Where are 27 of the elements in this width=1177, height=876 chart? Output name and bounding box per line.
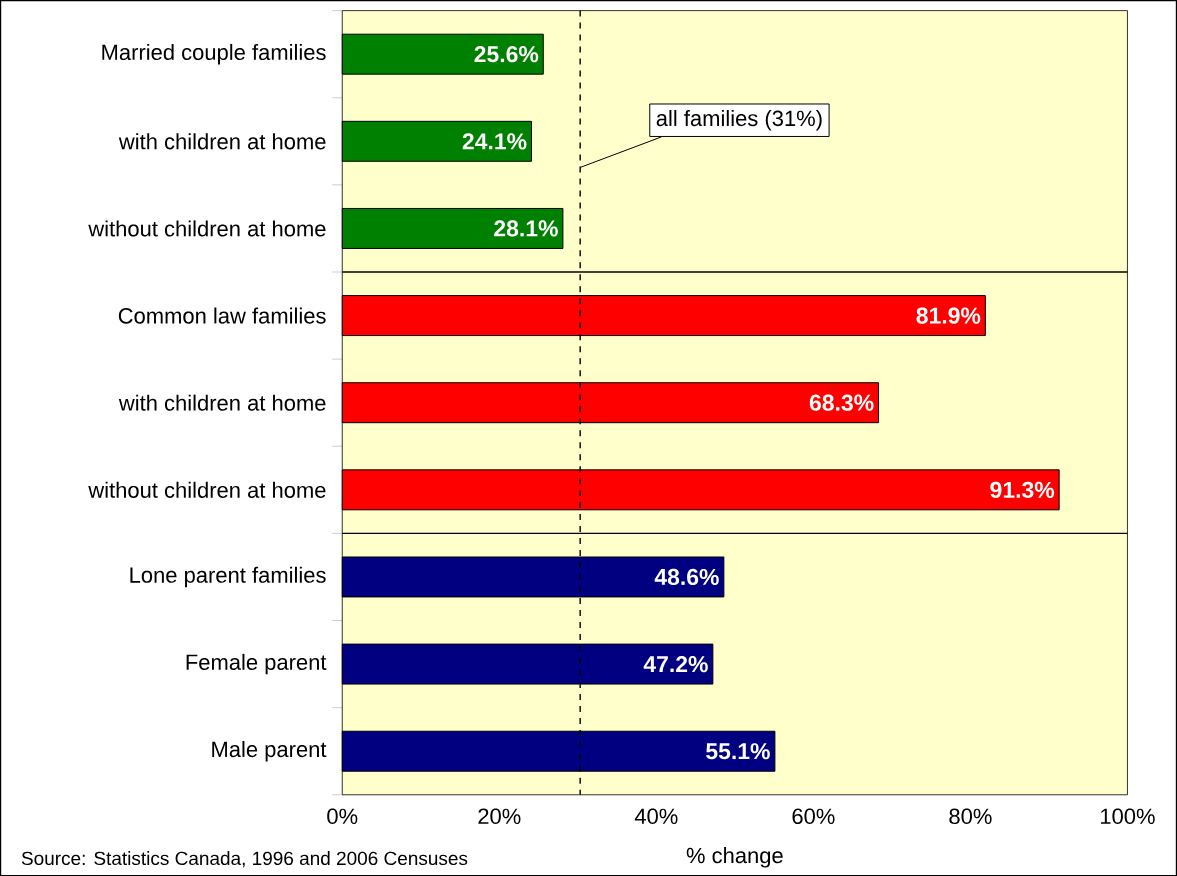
y-tick-label: without children at home bbox=[88, 481, 326, 498]
data-label: 48.6% bbox=[654, 568, 719, 585]
data-label: 91.3% bbox=[990, 481, 1055, 498]
y-tick-label: Female parent bbox=[186, 653, 327, 675]
source-note: Source: Statistics Canada, 1996 and 2006 Censuses bbox=[21, 850, 468, 868]
data-label: 25.6% bbox=[474, 45, 539, 63]
data-label: 47.2% bbox=[643, 655, 708, 673]
data-label: 28.1% bbox=[494, 220, 558, 237]
x-axis-title: % change bbox=[686, 846, 783, 868]
x-tick-label: 100% bbox=[1101, 808, 1155, 824]
x-tick-label: 60% bbox=[792, 808, 835, 824]
y-tick-label: with children at home bbox=[118, 133, 326, 150]
x-tick-label: 40% bbox=[634, 808, 678, 824]
data-label: 55.1% bbox=[706, 742, 770, 760]
data-label: 68.3% bbox=[809, 394, 874, 411]
ref-line-label: all families (31%) bbox=[656, 109, 822, 131]
y-tick-label: without children at home bbox=[88, 220, 326, 237]
y-tick-label: Married couple families bbox=[102, 43, 326, 65]
y-tick-label: Common law families bbox=[118, 307, 326, 324]
x-tick-label: 0% bbox=[327, 808, 358, 824]
x-tick-label: 20% bbox=[478, 808, 521, 824]
y-tick-label: Male parent bbox=[212, 740, 327, 762]
y-tick-label: Lone parent families bbox=[130, 566, 326, 588]
data-label: 24.1% bbox=[462, 133, 527, 150]
x-tick-label: 80% bbox=[949, 808, 992, 824]
y-tick-label: with children at home bbox=[118, 394, 326, 411]
data-label: 81.9% bbox=[916, 307, 981, 324]
